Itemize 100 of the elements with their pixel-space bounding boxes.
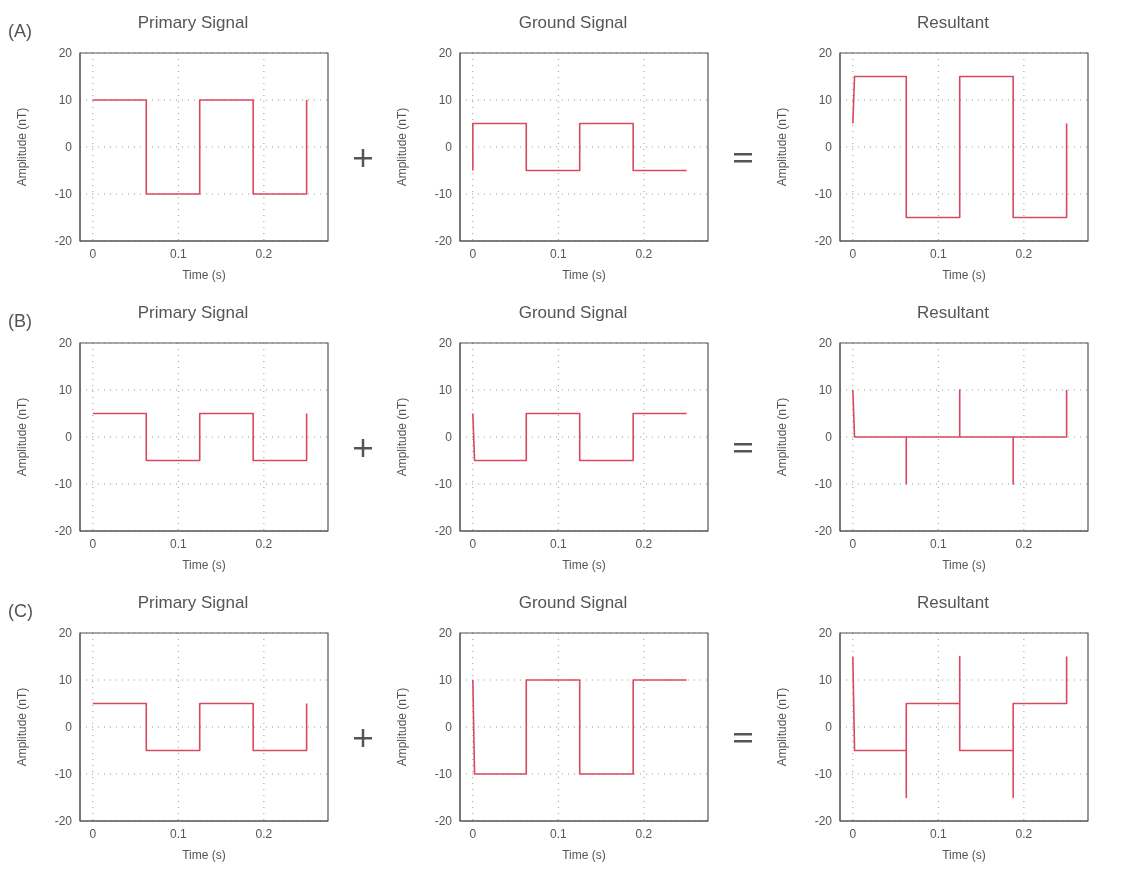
y-tick-label: 10: [438, 383, 453, 398]
x-tick-label: 0: [469, 246, 477, 261]
y-tick-label: 10: [58, 93, 73, 108]
x-tick-label: 0.1: [170, 536, 188, 551]
y-tick-label: -20: [434, 524, 453, 539]
y-tick-label: 20: [438, 46, 453, 61]
y-tick-label: 20: [58, 626, 73, 641]
y-tick-label: 0: [65, 430, 73, 445]
x-tick-label: 0.2: [635, 536, 653, 551]
x-tick-label: 0: [469, 536, 477, 551]
y-tick-label: 0: [65, 140, 73, 155]
x-tick-label: 0.2: [635, 826, 653, 841]
x-axis-title: Time (s): [182, 558, 226, 572]
x-tick-label: 0.1: [550, 246, 568, 261]
y-tick-label: 0: [445, 430, 453, 445]
y-axis-title: Amplitude (nT): [775, 107, 790, 187]
y-tick-label: 20: [818, 626, 833, 641]
y-tick-label: -10: [814, 187, 833, 202]
y-tick-label: -20: [434, 234, 453, 249]
x-tick-label: 0.2: [255, 826, 273, 841]
y-axis-title: Amplitude (nT): [395, 107, 410, 187]
y-tick-label: 20: [58, 46, 73, 61]
x-tick-label: 0.2: [1015, 826, 1033, 841]
y-tick-label: 0: [825, 720, 833, 735]
y-tick-label: -20: [814, 524, 833, 539]
y-tick-label: 0: [445, 140, 453, 155]
x-tick-label: 0: [849, 826, 857, 841]
y-tick-label: 0: [445, 720, 453, 735]
x-tick-label: 0.1: [550, 826, 568, 841]
x-tick-label: 0.1: [930, 826, 948, 841]
y-tick-label: 10: [818, 93, 833, 108]
chart-title: Resultant: [916, 13, 990, 34]
chart-title: Ground Signal: [517, 13, 629, 34]
y-tick-label: 20: [58, 336, 73, 351]
y-axis-title: Amplitude (nT): [15, 397, 30, 477]
line-series: [852, 655, 1068, 799]
y-tick-label: -10: [54, 767, 73, 782]
x-tick-label: 0: [849, 536, 857, 551]
x-axis-title: Time (s): [562, 558, 606, 572]
y-axis-title: Amplitude (nT): [775, 397, 790, 477]
chart-title: Ground Signal: [517, 593, 629, 614]
y-axis-title: Amplitude (nT): [15, 687, 30, 767]
chart-title: Primary Signal: [137, 13, 249, 32]
y-tick-label: -10: [814, 477, 833, 492]
x-tick-label: 0.2: [635, 246, 653, 261]
y-tick-label: 10: [818, 673, 833, 688]
chart-title: Primary Signal: [137, 303, 249, 322]
y-tick-label: -10: [814, 767, 833, 782]
y-tick-label: 20: [438, 336, 453, 351]
y-tick-label: -10: [434, 477, 453, 492]
y-tick-label: -10: [434, 187, 453, 202]
y-tick-label: 10: [58, 383, 73, 398]
y-tick-label: 10: [438, 93, 453, 108]
y-axis-title: Amplitude (nT): [395, 687, 410, 767]
y-tick-label: -20: [814, 234, 833, 249]
chart-title: Resultant: [916, 303, 990, 324]
y-axis-title: Amplitude (nT): [775, 687, 790, 767]
y-tick-label: 0: [825, 140, 833, 155]
x-axis-title: Time (s): [562, 268, 606, 282]
text: (C): [8, 601, 33, 622]
y-tick-label: 20: [438, 626, 453, 641]
y-tick-label: -20: [814, 814, 833, 829]
chart-title: Resultant: [916, 593, 990, 614]
y-tick-label: -20: [54, 234, 73, 249]
y-tick-label: -20: [54, 524, 73, 539]
x-axis-title: Time (s): [182, 268, 226, 282]
x-tick-label: 0.2: [1015, 536, 1033, 551]
y-tick-label: 20: [818, 336, 833, 351]
x-tick-label: 0.2: [255, 536, 273, 551]
text: (A): [8, 21, 32, 42]
y-tick-label: -20: [54, 814, 73, 829]
y-tick-label: -10: [434, 767, 453, 782]
y-tick-label: -10: [54, 187, 73, 202]
chart-title: Ground Signal: [517, 303, 629, 324]
x-axis-title: Time (s): [942, 558, 986, 572]
y-tick-label: 10: [818, 383, 833, 398]
x-tick-label: 0.1: [930, 536, 948, 551]
y-tick-label: 10: [58, 673, 73, 688]
y-tick-label: 0: [65, 720, 73, 735]
x-tick-label: 0.2: [255, 246, 273, 261]
y-tick-label: 10: [438, 673, 453, 688]
x-axis-title: Time (s): [562, 848, 606, 862]
text: (B): [8, 311, 32, 332]
chart-title: Primary Signal: [137, 593, 249, 612]
x-tick-label: 0: [89, 536, 97, 551]
y-tick-label: 0: [825, 430, 833, 445]
x-axis-title: Time (s): [182, 848, 226, 862]
x-tick-label: 0: [469, 826, 477, 841]
x-tick-label: 0.1: [170, 246, 188, 261]
x-tick-label: 0: [89, 826, 97, 841]
y-tick-label: -10: [54, 477, 73, 492]
x-tick-label: 0.1: [170, 826, 188, 841]
x-tick-label: 0: [849, 246, 857, 261]
y-axis-title: Amplitude (nT): [15, 107, 30, 187]
y-axis-title: Amplitude (nT): [395, 397, 410, 477]
x-tick-label: 0: [89, 246, 97, 261]
x-tick-label: 0.1: [930, 246, 948, 261]
y-tick-label: 20: [818, 46, 833, 61]
x-tick-label: 0.1: [550, 536, 568, 551]
y-tick-label: -20: [434, 814, 453, 829]
